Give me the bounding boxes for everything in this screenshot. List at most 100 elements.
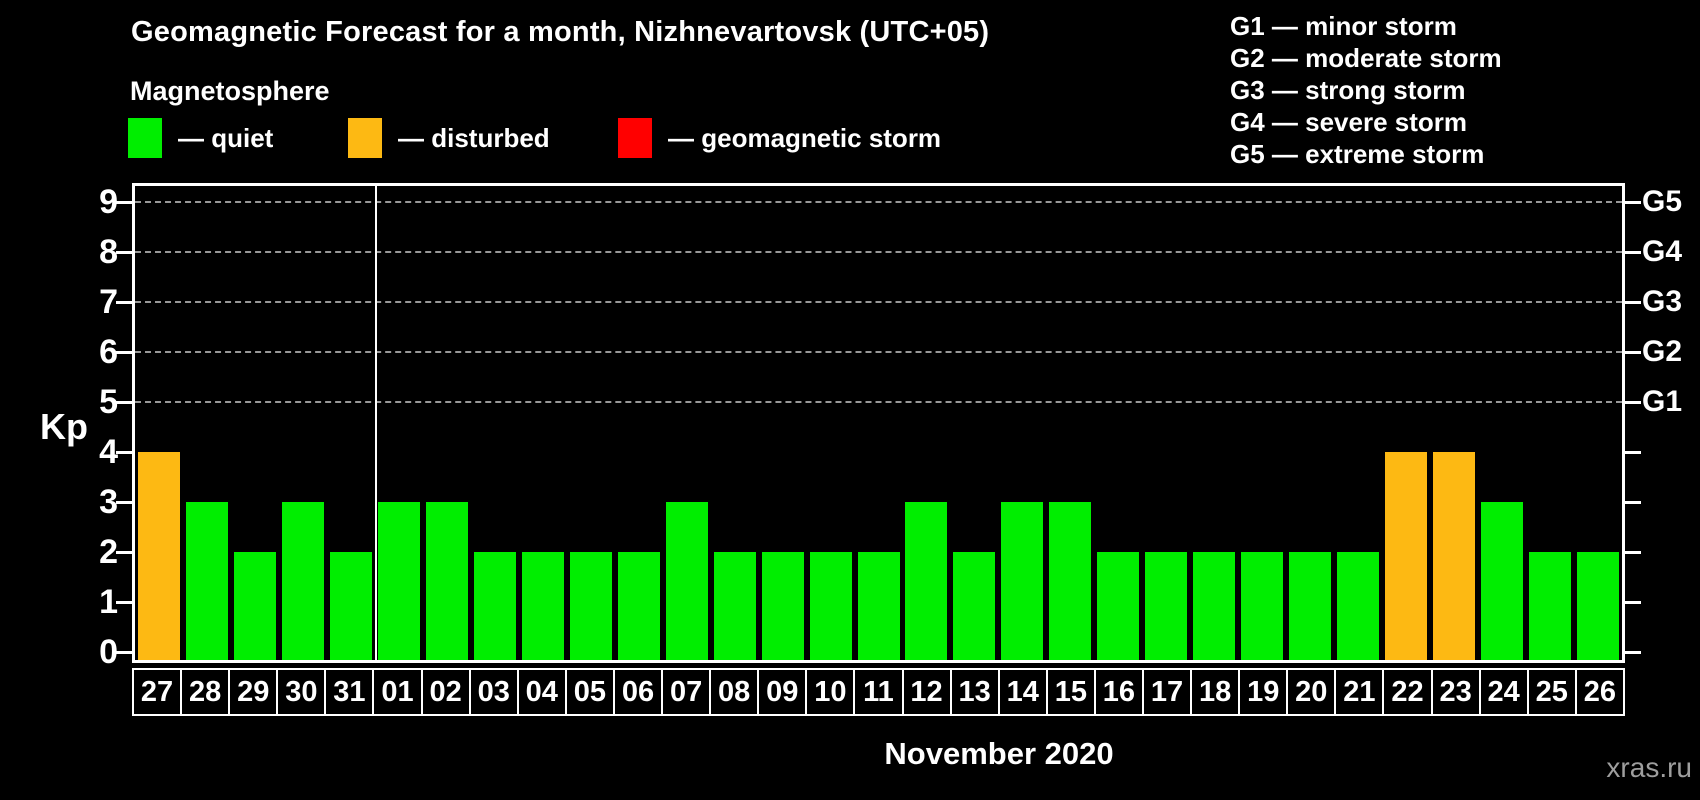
- right-axis-label-g4: G4: [1642, 235, 1683, 268]
- date-label-11: 11: [853, 670, 902, 714]
- date-label-09: 09: [757, 670, 806, 714]
- month-label: November 2020: [884, 736, 1114, 771]
- date-label-07: 07: [661, 670, 710, 714]
- kp-bar-day-20: [1289, 552, 1331, 660]
- date-label-18: 18: [1190, 670, 1239, 714]
- date-label-14: 14: [997, 670, 1046, 714]
- right-axis-label-g1: G1: [1642, 385, 1683, 418]
- date-label-13: 13: [949, 670, 998, 714]
- g-scale-legend-line: G4 — severe storm: [1230, 107, 1468, 137]
- legend-item-disturbed: — disturbed: [348, 118, 550, 158]
- g-scale-legend-line: G5 — extreme storm: [1230, 139, 1485, 169]
- kp-bar-day-01: [378, 502, 420, 660]
- y-tick-label: 7: [99, 283, 118, 321]
- kp-bar-day-04: [522, 552, 564, 660]
- right-axis-tick: [1625, 251, 1641, 254]
- g-scale-legend: G1 — minor storm G2 — moderate storm G3 — …: [1230, 10, 1502, 170]
- date-label-17: 17: [1141, 670, 1191, 714]
- y-axis-tick: [116, 201, 132, 204]
- magnetosphere-label: Magnetosphere: [130, 76, 330, 106]
- right-axis-tick: [1625, 351, 1641, 354]
- right-axis-tick: [1625, 451, 1641, 454]
- date-label-28: 28: [180, 670, 229, 714]
- date-label-23: 23: [1430, 670, 1479, 714]
- y-axis-tick: [116, 251, 132, 254]
- right-axis-label-g3: G3: [1642, 285, 1683, 318]
- kp-bar-day-30: [282, 502, 324, 660]
- disturbed-swatch-icon: [348, 118, 382, 158]
- y-axis-tick: [116, 451, 132, 454]
- kp-bar-day-26: [1577, 552, 1619, 660]
- date-label-02: 02: [420, 670, 469, 714]
- date-label-10: 10: [805, 670, 854, 714]
- month-separator-line: [375, 186, 377, 660]
- date-label-21: 21: [1334, 670, 1383, 714]
- g-scale-legend-line: G1 — minor storm: [1230, 11, 1457, 41]
- date-label-15: 15: [1045, 670, 1094, 714]
- y-tick-label: 2: [99, 533, 118, 571]
- kp-bar-day-15: [1049, 502, 1091, 660]
- kp-bar-day-07: [666, 502, 708, 660]
- kp-bar-day-03: [474, 552, 516, 660]
- kp-bar-day-18: [1193, 552, 1235, 660]
- kp-bar-day-29: [234, 552, 276, 660]
- plot-area: [132, 183, 1625, 663]
- date-label-03: 03: [468, 670, 517, 714]
- legend-item-quiet: — quiet: [128, 118, 273, 158]
- kp-bar-day-27: [138, 452, 180, 660]
- date-label-26: 26: [1574, 670, 1623, 714]
- legend-item-label: — quiet: [178, 122, 274, 153]
- date-label-12: 12: [901, 670, 950, 714]
- date-label-20: 20: [1286, 670, 1335, 714]
- date-label-27: 27: [134, 670, 181, 714]
- kp-bar-day-14: [1001, 502, 1043, 660]
- x-axis-date-labels: 27 28 29 30 31 01 02 03 04 05 06 07 08 09 10 11 12 13 14 15…: [132, 668, 1625, 716]
- kp-bar-day-21: [1337, 552, 1379, 660]
- date-label-25: 25: [1526, 670, 1575, 714]
- date-label-16: 16: [1093, 670, 1142, 714]
- right-axis-label-g5: G5: [1642, 185, 1683, 218]
- date-label-01: 01: [372, 670, 421, 714]
- y-axis-tick: [116, 501, 132, 504]
- gridline-kp8: [135, 251, 1622, 253]
- y-axis-tick: [116, 651, 132, 654]
- kp-bar-day-19: [1241, 552, 1283, 660]
- right-axis-tick: [1625, 601, 1641, 604]
- y-tick-label: 6: [99, 333, 118, 371]
- kp-bar-day-17: [1145, 552, 1187, 660]
- storm-swatch-icon: [618, 118, 652, 158]
- y-axis-tick: [116, 601, 132, 604]
- gridline-kp9: [135, 201, 1622, 203]
- right-axis-tick: [1625, 501, 1641, 504]
- kp-bar-day-23: [1433, 452, 1475, 660]
- y-tick-label: 5: [99, 383, 118, 421]
- kp-bar-day-05: [570, 552, 612, 660]
- kp-bar-day-25: [1529, 552, 1571, 660]
- kp-bar-day-31: [330, 552, 372, 660]
- legend-item-label: — disturbed: [398, 122, 550, 153]
- y-axis-tick: [116, 301, 132, 304]
- kp-bar-day-09: [762, 552, 804, 660]
- y-tick-label: 1: [99, 583, 118, 621]
- y-axis-tick: [116, 551, 132, 554]
- date-label-31: 31: [324, 670, 373, 714]
- y-tick-label: 0: [99, 633, 118, 671]
- right-axis-tick: [1625, 201, 1641, 204]
- y-axis-tick: [116, 401, 132, 404]
- legend-item-storm: — geomagnetic storm: [618, 118, 941, 158]
- kp-bar-day-28: [186, 502, 228, 660]
- date-label-19: 19: [1238, 670, 1287, 714]
- kp-bar-day-24: [1481, 502, 1523, 660]
- y-axis-title: Kp: [40, 406, 88, 447]
- date-label-05: 05: [564, 670, 613, 714]
- kp-bar-day-13: [953, 552, 995, 660]
- y-tick-label: 3: [99, 483, 118, 521]
- kp-bar-day-06: [618, 552, 660, 660]
- date-label-24: 24: [1478, 670, 1527, 714]
- y-axis-tick: [116, 351, 132, 354]
- date-label-22: 22: [1382, 670, 1431, 714]
- kp-bar-day-22: [1385, 452, 1427, 660]
- g-scale-legend-line: G3 — strong storm: [1230, 75, 1466, 105]
- date-label-08: 08: [709, 670, 758, 714]
- kp-bar-day-11: [858, 552, 900, 660]
